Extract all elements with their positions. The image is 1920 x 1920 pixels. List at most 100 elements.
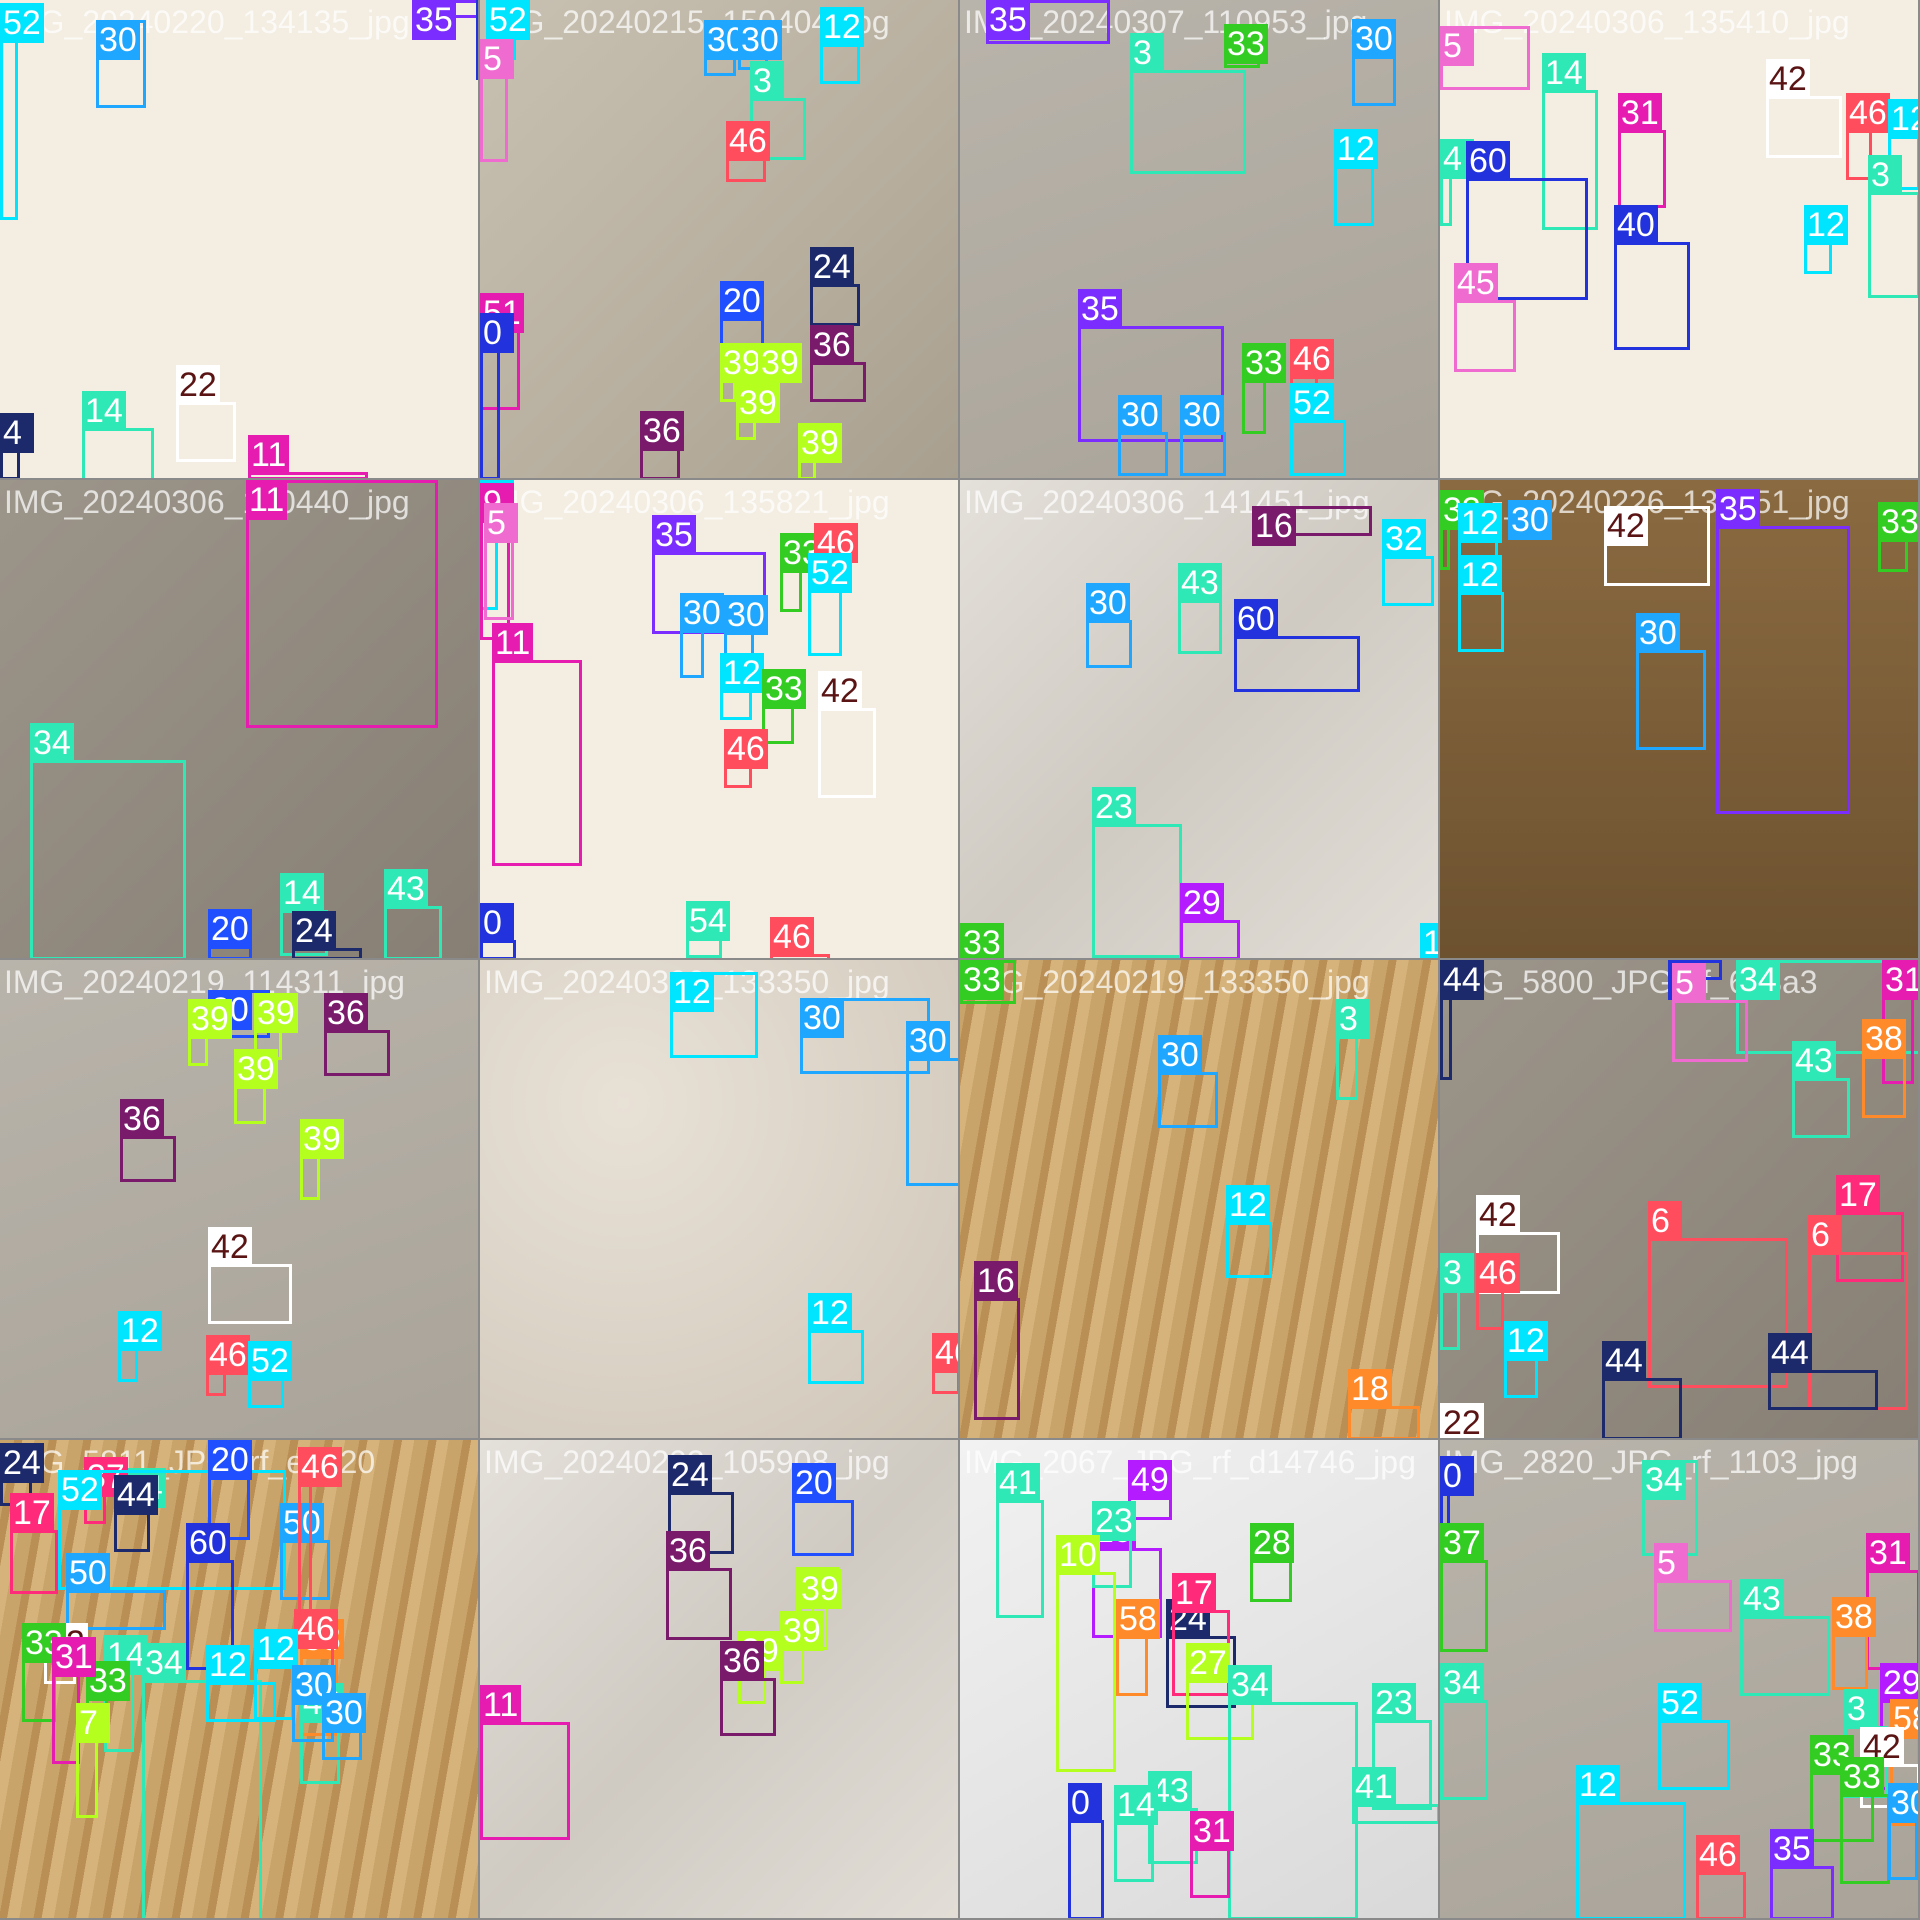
class-label: 3 [750, 61, 784, 101]
detection-box: 43 [1178, 563, 1222, 654]
detection-box: 35 [986, 0, 1110, 44]
mosaic-tile: IMG_5811_JPG_rf_e14202454371744522060505… [0, 1440, 480, 1920]
detection-box: 30 [1158, 1035, 1218, 1128]
detection-box: 34 [1642, 1460, 1698, 1556]
class-label: 12 [1504, 1321, 1548, 1361]
detection-box: 33 [22, 1623, 66, 1722]
tile-filename: IMG_20240203_105908_jpg [484, 1442, 954, 1482]
class-label: 33 [1878, 502, 1918, 542]
class-label: 11 [492, 623, 534, 663]
class-label: 42 [208, 1227, 252, 1267]
detection-box: 46 [298, 1447, 342, 1634]
class-label: 16 [974, 1261, 1018, 1301]
class-label: 30 [1636, 613, 1680, 653]
class-label: 12 [720, 653, 764, 693]
detection-box: 6 [1648, 1201, 1788, 1388]
class-label: 4 [0, 413, 34, 453]
detection-box: 35 [412, 0, 478, 40]
class-label: 46 [1290, 339, 1334, 379]
class-label: 30 [724, 595, 768, 635]
class-label: 35 [986, 0, 1030, 40]
detection-box: 42 [1604, 506, 1710, 586]
detection-box: 4 [1440, 139, 1474, 226]
class-label: 31 [1190, 1811, 1234, 1851]
class-label: 5 [1440, 26, 1474, 66]
class-label: 38 [1832, 1597, 1876, 1637]
detection-box: 37 [1440, 1523, 1488, 1652]
class-label: 52 [1658, 1683, 1702, 1723]
class-label: 52 [248, 1341, 292, 1381]
detection-box: 31 [1190, 1811, 1234, 1898]
detection-box: 30 [96, 20, 146, 108]
detection-box: 5 [480, 39, 514, 162]
tile-filename: IMG_20240306_135821_jpg [484, 484, 890, 520]
class-label: 5 [1672, 963, 1706, 1003]
class-label: 42 [818, 671, 862, 711]
detection-box: 18 [1348, 1369, 1420, 1438]
mosaic-tile: IMG_20240306_120440_jpg 11 34 14 43 20 24 [0, 480, 480, 960]
class-label: 52 [0, 3, 44, 43]
class-label: 12 [1226, 1185, 1270, 1225]
class-label: 34 [1440, 1663, 1484, 1703]
detection-box: 12 [1226, 1185, 1272, 1278]
class-label: 35 [652, 515, 696, 555]
class-label: 0 [480, 313, 514, 353]
detection-box: 3 [1440, 1253, 1474, 1350]
class-label: 35 [412, 0, 456, 40]
detection-box: 36 [720, 1641, 776, 1736]
detection-box: 41 [996, 1463, 1044, 1618]
class-label: 46 [206, 1335, 250, 1375]
detection-box: 60 [1234, 599, 1360, 692]
class-label: 36 [810, 325, 854, 365]
detection-box: 0 [480, 903, 516, 958]
class-label: 20 [720, 281, 764, 321]
detection-box: 12 [254, 1629, 298, 1720]
class-label: 12 [206, 1645, 250, 1685]
class-label: 23 [1092, 787, 1136, 827]
class-label: 39 [758, 343, 802, 383]
detection-box: 34 [30, 723, 186, 958]
mosaic-tile: IMG_20240226_131451_jpg3330423533121230 [1440, 480, 1920, 960]
class-label: 46 [298, 1447, 342, 1487]
class-label: 33 [960, 923, 1004, 958]
class-label: 6 [1648, 1201, 1682, 1241]
class-label: 41 [1352, 1767, 1396, 1807]
mosaic-tile: IMG_2820_JPG_rf_1103_jpg0343731543383429… [1440, 1440, 1920, 1920]
class-label: 42 [1604, 506, 1648, 546]
detection-box: 27 [1186, 1643, 1254, 1740]
class-label: 30 [738, 20, 782, 60]
class-label: 5 [480, 39, 514, 79]
class-label: 24 [810, 247, 854, 287]
class-label: 0 [1440, 1456, 1474, 1496]
class-label: 46 [932, 1333, 958, 1373]
detection-box: 33 [762, 669, 806, 744]
class-label: 39 [254, 993, 298, 1033]
class-label: 46 [1846, 93, 1890, 133]
detection-box: 12 [1504, 1321, 1548, 1398]
class-label: 14 [1542, 53, 1586, 93]
class-label: 39 [798, 423, 842, 463]
detection-box: 30 [738, 20, 782, 70]
class-label: 34 [1228, 1665, 1272, 1705]
class-label: 44 [1602, 1341, 1646, 1381]
class-label: 5 [484, 503, 518, 543]
class-label: 34 [30, 723, 74, 763]
detection-box: 50 [66, 1553, 166, 1630]
detection-box: 52 [808, 553, 852, 656]
detection-box: 35 [1716, 489, 1850, 814]
mosaic-tile: IMG_20240219_114311_jpg20393936393639421… [0, 960, 480, 1440]
class-label: 46 [1476, 1253, 1520, 1293]
class-label: 29 [1880, 1663, 1918, 1703]
mosaic-tile: IMG_20240203_105908_jpg24203639393939361… [480, 1440, 960, 1920]
class-label: 46 [770, 917, 814, 957]
detection-box: 38 [1862, 1019, 1906, 1118]
class-label: 52 [808, 553, 852, 593]
detection-box: 35 [652, 515, 766, 634]
class-label: 33 [1242, 343, 1286, 383]
class-label: 30 [1888, 1783, 1918, 1823]
detection-box: 42 [1766, 59, 1842, 158]
detection-box: 5 [1654, 1543, 1732, 1632]
mosaic-tile: IMG_20240306_135821_jpg19511353346523030… [480, 480, 960, 960]
